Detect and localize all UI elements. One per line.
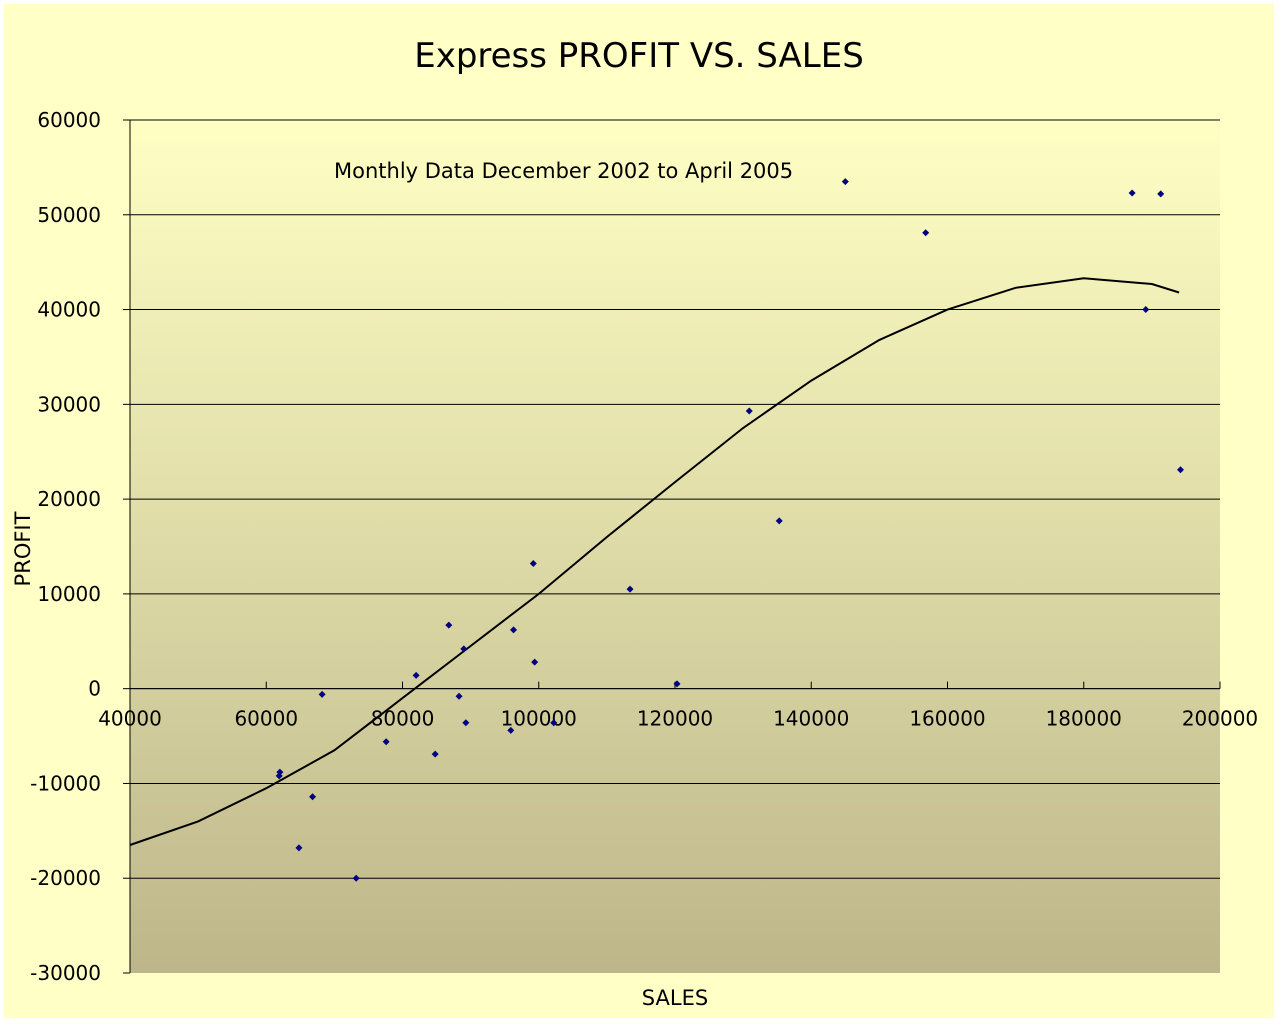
x-tick-label: 60000 [234, 707, 298, 731]
data-point [550, 719, 558, 727]
y-tick-label: -20000 [30, 866, 101, 890]
y-tick-label: 30000 [37, 392, 101, 416]
data-point [922, 229, 930, 237]
y-tick-label: 50000 [37, 203, 101, 227]
data-point [1176, 466, 1184, 474]
x-tick-label: 100000 [501, 707, 577, 731]
chart-svg: -30000 -20000 -10000 0 10000 20000 30000 40000 5… [11, 36, 1258, 1010]
x-axis-title: SALES [642, 986, 708, 1010]
data-point [352, 874, 360, 882]
data-point [1128, 189, 1136, 197]
data-point [275, 772, 283, 780]
data-point [318, 690, 326, 698]
x-tick-label: 140000 [773, 707, 849, 731]
x-tick-label: 80000 [371, 707, 435, 731]
data-point [431, 750, 439, 758]
data-point [673, 680, 681, 688]
x-tick-label: 160000 [909, 707, 985, 731]
x-tick-label: 120000 [637, 707, 713, 731]
y-tick-label: 10000 [37, 582, 101, 606]
data-point [775, 517, 783, 525]
data-point [460, 645, 468, 653]
y-tick-label: 20000 [37, 487, 101, 511]
data-point [445, 621, 453, 629]
trendline [129, 277, 1180, 846]
data-point [745, 407, 753, 415]
data-point [455, 692, 463, 700]
data-point [1142, 306, 1150, 314]
data-point [412, 671, 420, 679]
data-point [462, 719, 470, 727]
data-point [309, 793, 317, 801]
data-point [1157, 190, 1165, 198]
x-axis [129, 681, 1221, 690]
data-point [529, 560, 537, 568]
y-axis [123, 119, 131, 974]
y-tick-label: -30000 [30, 961, 101, 985]
data-point [507, 726, 515, 734]
chart-annotation: Monthly Data December 2002 to April 2005 [334, 159, 793, 183]
data-point [626, 585, 634, 593]
data-points [275, 178, 1184, 882]
y-tick-label: 40000 [37, 298, 101, 322]
y-tick-label: -10000 [30, 771, 101, 795]
data-point [382, 738, 390, 746]
y-tick-labels: -30000 -20000 -10000 0 10000 20000 30000 40000 5… [30, 108, 101, 985]
data-point [510, 626, 518, 634]
y-tick-label: 0 [88, 677, 101, 701]
plot-area [130, 120, 1220, 973]
x-tick-label: 180000 [1046, 707, 1122, 731]
y-tick-label: 60000 [37, 108, 101, 132]
data-point [295, 844, 303, 852]
chart-frame: -30000 -20000 -10000 0 10000 20000 30000 40000 5… [4, 4, 1274, 1018]
x-tick-label: 200000 [1182, 707, 1258, 731]
chart-title: Express PROFIT VS. SALES [414, 36, 864, 76]
data-point [841, 178, 849, 186]
y-axis-title: PROFIT [11, 511, 35, 586]
x-tick-label: 40000 [98, 707, 162, 731]
x-tick-labels: 40000 60000 80000 100000 120000 140000 160000 1… [98, 707, 1258, 731]
data-point [531, 658, 539, 666]
